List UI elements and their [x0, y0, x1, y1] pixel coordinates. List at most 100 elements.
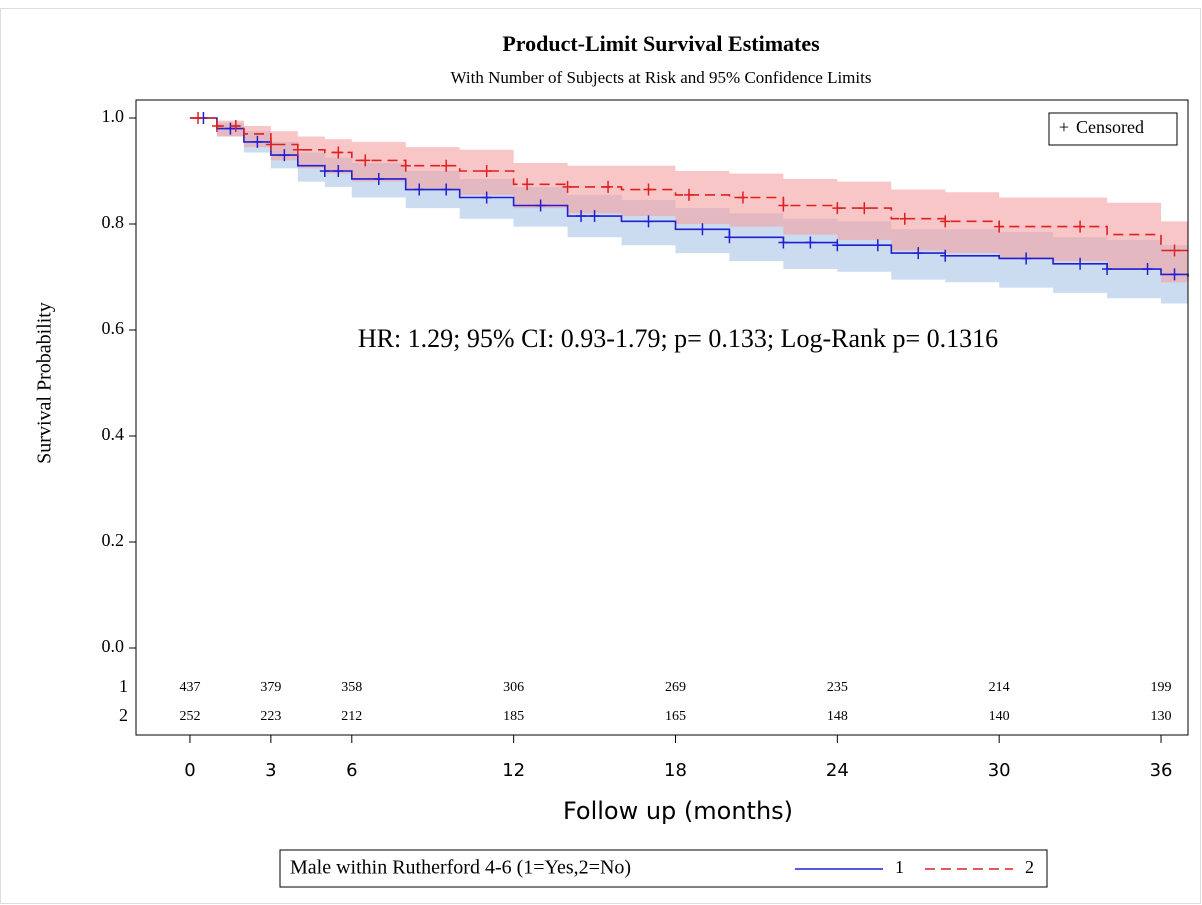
at-risk-count: 148 — [827, 709, 848, 724]
at-risk-count: 306 — [503, 680, 524, 695]
censor-mark — [913, 247, 924, 260]
at-risk-row-label: 1 — [119, 676, 128, 696]
legend — [279, 849, 1048, 888]
censor-mark — [360, 154, 371, 167]
censor-mark — [1169, 268, 1180, 281]
at-risk-count: 269 — [665, 680, 686, 695]
censor-mark — [535, 199, 546, 212]
censor-mark — [1142, 263, 1153, 276]
censor-mark — [683, 188, 694, 201]
censor-mark — [859, 202, 870, 215]
chart-title: Product-Limit Survival Estimates — [502, 31, 820, 56]
censor-mark — [252, 135, 263, 148]
censor-mark — [1075, 257, 1086, 270]
at-risk-count: 214 — [989, 680, 1010, 695]
at-risk-count: 140 — [989, 709, 1010, 724]
annotation: HR: 1.29; 95% CI: 0.93-1.79; p= 0.133; L… — [358, 324, 998, 353]
plot-area — [189, 112, 1189, 305]
x-axis-label: Follow up (months) — [563, 797, 793, 825]
at-risk-count: 199 — [1151, 680, 1172, 695]
x-tick-label: 36 — [1150, 760, 1173, 781]
censor-mark — [292, 143, 303, 156]
censor-mark — [737, 191, 748, 204]
censor-mark — [373, 172, 384, 185]
at-risk-count: 252 — [179, 709, 200, 724]
y-tick-label: 0.6 — [102, 318, 125, 338]
censor-mark — [940, 215, 951, 228]
censor-mark — [225, 122, 236, 135]
censored-label: Censored — [1076, 117, 1144, 137]
censor-mark — [940, 249, 951, 262]
censor-mark — [697, 223, 708, 236]
plot-frame — [135, 99, 1189, 736]
censor-mark — [481, 165, 492, 177]
censor-mark — [1169, 244, 1180, 257]
x-tick-label: 24 — [826, 760, 849, 781]
censor-mark — [994, 220, 1005, 233]
legend-label: 1 — [895, 857, 904, 877]
censor-mark — [643, 183, 654, 196]
censor-mark — [589, 210, 600, 223]
censor-mark — [778, 236, 789, 249]
censor-mark — [805, 236, 816, 249]
legend-label: 2 — [1025, 857, 1034, 877]
censor-mark — [279, 149, 290, 162]
at-risk-count: 358 — [341, 680, 362, 695]
x-tick-label: 30 — [988, 760, 1011, 781]
censor-mark — [481, 191, 492, 204]
censor-mark — [576, 210, 587, 223]
censor-mark — [333, 165, 344, 177]
chart-subtitle: With Number of Subjects at Risk and 95% … — [451, 68, 872, 87]
at-risk-count: 165 — [665, 709, 686, 724]
censor-mark — [441, 183, 452, 196]
censor-mark — [562, 180, 573, 193]
censor-mark — [832, 239, 843, 252]
censor-mark — [319, 165, 330, 177]
y-tick-label: 0.0 — [102, 636, 125, 656]
censor-mark — [872, 239, 883, 252]
censor-mark — [1102, 263, 1113, 276]
censor-mark — [230, 119, 241, 132]
x-tick-label: 6 — [346, 760, 357, 781]
censor-mark — [211, 119, 222, 132]
y-axis-label: Survival Probability — [34, 302, 56, 464]
censor-mark — [1021, 252, 1032, 265]
legend-title: Male within Rutherford 4-6 (1=Yes,2=No) — [290, 857, 631, 879]
x-tick-label: 0 — [184, 760, 195, 781]
at-risk-count: 130 — [1151, 709, 1172, 724]
at-risk-count: 212 — [341, 709, 362, 724]
at-risk-count: 235 — [827, 680, 848, 695]
censor-mark — [1075, 220, 1086, 233]
x-tick-label: 3 — [265, 760, 276, 781]
at-risk-count: 379 — [260, 680, 281, 695]
y-tick-label: 1.0 — [102, 106, 125, 126]
page-border — [0, 8, 1201, 904]
censor-mark — [400, 159, 411, 172]
survival-curve — [189, 117, 1189, 277]
censor-mark — [724, 231, 735, 244]
censor-mark — [265, 138, 276, 151]
y-tick-label: 0.2 — [102, 530, 125, 550]
censor-mark — [603, 180, 614, 193]
censor-mark — [643, 215, 654, 228]
y-tick-label: 0.8 — [102, 212, 125, 232]
censor-mark — [333, 146, 344, 159]
y-tick-label: 0.4 — [102, 424, 125, 444]
censor-mark — [899, 212, 910, 225]
x-tick-label: 18 — [664, 760, 687, 781]
censor-mark — [522, 178, 533, 191]
censor-mark — [832, 202, 843, 215]
censor-mark — [193, 112, 204, 124]
at-risk-count: 223 — [260, 709, 281, 724]
censored-legend — [1048, 112, 1178, 146]
x-tick-label: 12 — [502, 760, 525, 781]
censor-mark — [414, 183, 425, 196]
at-risk-count: 185 — [503, 709, 524, 724]
censor-mark — [778, 199, 789, 212]
at-risk-row-label: 2 — [119, 705, 128, 725]
at-risk-count: 437 — [179, 680, 200, 695]
censored-symbol: + — [1059, 117, 1069, 137]
censor-mark — [441, 159, 452, 172]
